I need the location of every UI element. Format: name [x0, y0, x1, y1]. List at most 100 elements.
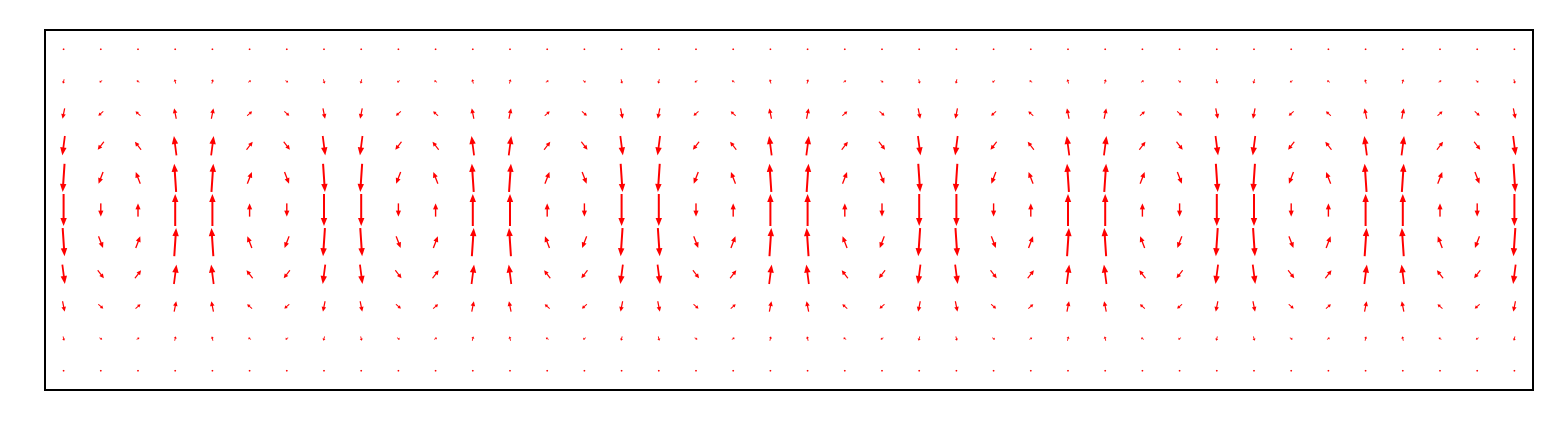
arrow [1512, 336, 1516, 341]
arrow [655, 135, 662, 156]
arrow [1288, 303, 1294, 309]
arrow [1177, 236, 1183, 248]
arrow [581, 236, 588, 248]
arrow [880, 80, 884, 83]
arrow [1401, 336, 1405, 341]
arrow [1252, 79, 1256, 84]
arrow [693, 171, 699, 184]
arrow [1067, 369, 1069, 372]
arrow [1066, 336, 1070, 341]
arrow [433, 172, 439, 184]
arrow [210, 79, 214, 84]
arrow [991, 111, 997, 116]
arrow [509, 369, 511, 372]
arrow [359, 301, 364, 312]
arrow [879, 236, 885, 248]
arrow [248, 80, 251, 83]
arrow [1103, 79, 1107, 84]
arrow [99, 337, 103, 340]
arrow [806, 48, 809, 51]
arrow [544, 111, 550, 117]
arrow [1102, 194, 1109, 226]
arrow [1327, 48, 1330, 51]
arrow [1288, 203, 1294, 217]
arrow [806, 336, 810, 341]
arrow [1029, 48, 1032, 51]
arrow [1288, 141, 1295, 150]
arrow [432, 270, 439, 279]
arrow [1215, 336, 1219, 341]
arrow [1400, 301, 1405, 312]
arrow [620, 48, 623, 51]
arrow [323, 48, 325, 51]
arrow [1101, 264, 1109, 285]
arrow [173, 301, 178, 312]
arrow [693, 236, 699, 248]
arrow [98, 203, 104, 217]
arrow [1400, 108, 1406, 119]
arrow [804, 194, 811, 226]
arrow [841, 172, 848, 184]
arrow [322, 79, 326, 84]
arrow [1325, 203, 1331, 217]
arrow [1139, 236, 1146, 249]
arrow [395, 303, 401, 309]
arrow [546, 369, 549, 372]
arrow [60, 264, 67, 284]
arrow [1067, 48, 1069, 51]
arrow [656, 228, 663, 257]
arrow [655, 264, 663, 284]
arrow [880, 337, 884, 340]
arrow [434, 337, 437, 340]
arrow [656, 301, 662, 312]
arrow [397, 48, 400, 51]
arrow [434, 48, 437, 51]
arrow [990, 141, 998, 150]
arrow [359, 336, 363, 341]
plot-frame [44, 29, 1534, 391]
arrow [692, 141, 700, 150]
arrow [395, 111, 402, 116]
arrow [247, 203, 253, 217]
arrow [1028, 304, 1034, 309]
arrow [1438, 80, 1442, 83]
arrow [509, 48, 511, 51]
arrow [394, 269, 402, 279]
arrow [469, 163, 476, 192]
arrow [1513, 48, 1516, 51]
arrow [507, 301, 513, 312]
arrow [954, 301, 959, 312]
arrow [841, 270, 849, 279]
arrow [1474, 236, 1481, 248]
plot-area [45, 30, 1533, 390]
arrow [1027, 270, 1034, 279]
arrow [1399, 228, 1406, 257]
arrow [655, 194, 662, 226]
arrow [1178, 337, 1182, 340]
arrow [1474, 111, 1480, 116]
arrow [1029, 337, 1033, 340]
arrow [60, 135, 67, 156]
arrow [952, 163, 960, 192]
arrow [284, 203, 290, 217]
arrow [357, 163, 364, 192]
arrow [1104, 48, 1107, 51]
arrow [692, 269, 700, 279]
arrow [1215, 79, 1219, 84]
arrow [211, 48, 214, 51]
arrow [1028, 111, 1034, 117]
arrow [284, 303, 290, 309]
arrow [1139, 172, 1145, 184]
arrow [1065, 228, 1072, 257]
arrow [360, 369, 363, 372]
arrow [1474, 303, 1480, 309]
arrow [1400, 163, 1407, 192]
arrow [507, 163, 514, 192]
arrow [1474, 203, 1480, 217]
arrow [1102, 301, 1108, 312]
arrow [321, 163, 328, 192]
arrow [1139, 203, 1145, 217]
arrow [842, 111, 848, 117]
arrow [134, 141, 142, 151]
arrow [730, 236, 736, 249]
